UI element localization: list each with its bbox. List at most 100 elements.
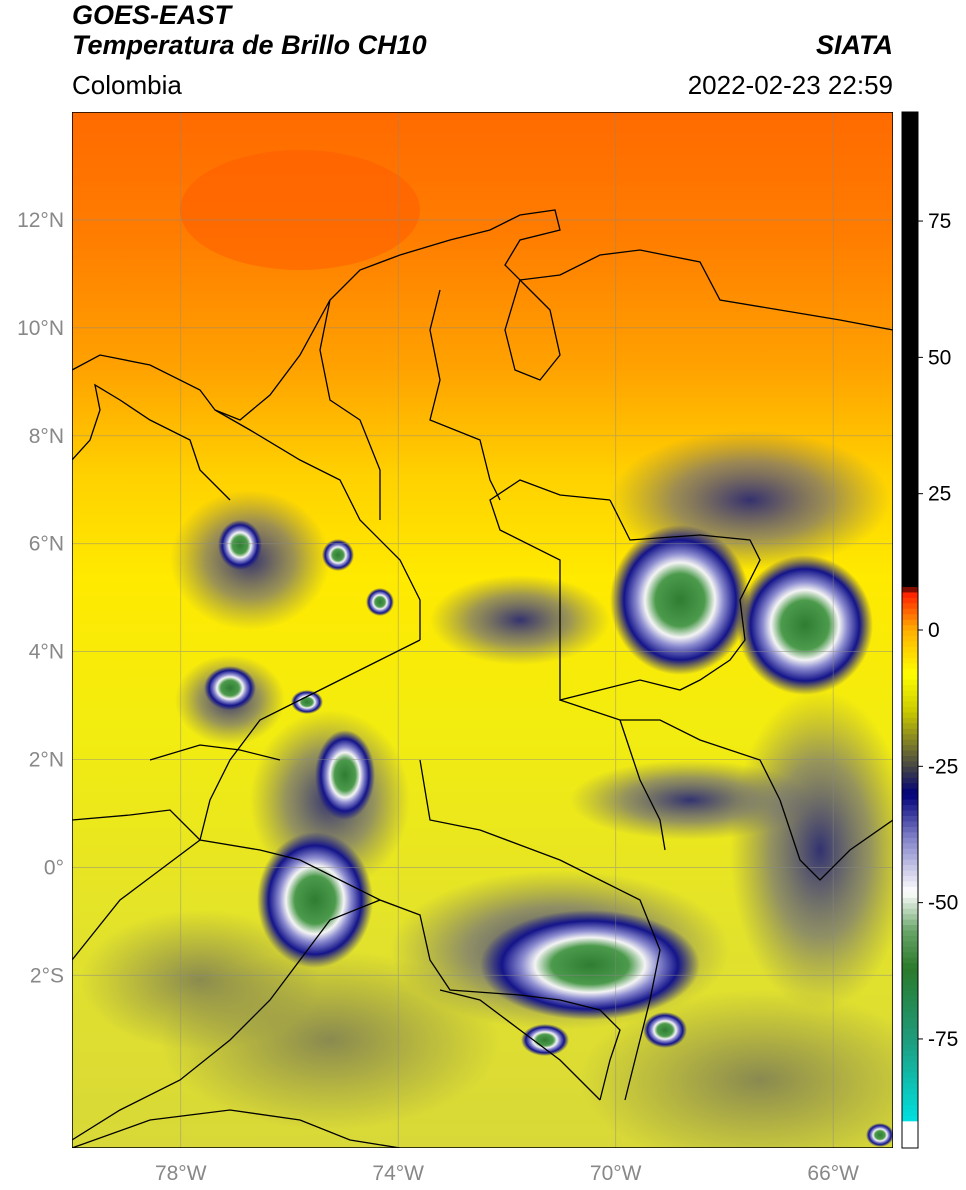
colorbar-band: [902, 520, 918, 527]
colorbar-band: [902, 766, 918, 773]
lat-tick-label: 2°N: [29, 749, 64, 772]
colorbar-band: [902, 804, 918, 811]
lat-tick-label: 4°N: [29, 641, 64, 664]
colorbar-band: [902, 1137, 918, 1144]
colorbar-band: [902, 477, 918, 484]
borders: [72, 209, 893, 1148]
organization-label: SIATA: [816, 30, 893, 60]
colorbar-band: [902, 662, 918, 669]
colorbar-band: [902, 929, 918, 936]
colorbar-band: [902, 1082, 918, 1089]
colorbar-band: [902, 700, 918, 707]
colorbar-band: [902, 968, 918, 975]
colorbar-band: [902, 1131, 918, 1138]
colorbar-band: [902, 1077, 918, 1084]
colorbar-band: [902, 1049, 918, 1056]
colorbar-band: [902, 531, 918, 538]
colorbar-band: [902, 619, 918, 626]
colorbar-band: [902, 711, 918, 718]
colorbar-band: [902, 984, 918, 991]
colorbar-band: [902, 1104, 918, 1111]
colorbar-band: [902, 809, 918, 816]
colorbar-band: [902, 875, 918, 882]
colorbar-band: [902, 450, 918, 457]
colorbar-band: [902, 515, 918, 522]
colorbar-band: [902, 171, 918, 179]
colorbar-band: [902, 221, 918, 228]
colorbar-band: [902, 139, 918, 146]
colorbar-band: [902, 880, 918, 887]
colorbar-band: [902, 657, 918, 664]
colorbar-band: [902, 291, 918, 298]
longitude-labels: 78°W 74°W 70°W 66°W: [155, 1162, 859, 1185]
colorbar-band: [902, 133, 918, 140]
lat-tick-label: 8°N: [29, 425, 64, 448]
lon-tick-label: 66°W: [807, 1162, 859, 1185]
colorbar-band: [902, 728, 918, 735]
colorbar-band: [902, 177, 918, 184]
colorbar-band: [902, 591, 918, 598]
colorbar-band: [902, 973, 918, 980]
product-title: Temperatura de Brillo CH10: [72, 30, 427, 60]
colorbar-band: [902, 978, 918, 986]
colorbar-bands: [902, 112, 918, 1149]
colorbar-band: [902, 259, 918, 266]
colorbar-band: [902, 951, 918, 958]
colorbar-band: [902, 918, 918, 926]
colorbar-band: [902, 782, 918, 789]
colorbar-band: [902, 695, 918, 702]
colorbar-band: [902, 586, 918, 593]
colorbar-band: [902, 820, 918, 827]
colorbar-band: [902, 559, 918, 566]
colorbar-band: [902, 493, 918, 500]
lon-tick-label: 78°W: [155, 1162, 207, 1185]
colorbar-band: [902, 330, 918, 337]
colorbar-band: [902, 281, 918, 288]
colorbar-band: [902, 248, 918, 255]
colorbar-band: [902, 117, 918, 124]
colorbar-band: [902, 640, 918, 647]
colorbar-band: [902, 302, 918, 309]
colorbar-band: [902, 286, 918, 293]
colorbar-band: [902, 580, 918, 587]
colorbar-band: [902, 204, 918, 211]
colorbar-band: [902, 848, 918, 855]
colorbar-band: [902, 635, 918, 642]
colorbar-band: [902, 395, 918, 402]
colorbar-band: [902, 793, 918, 800]
colorbar-band: [902, 826, 918, 833]
colorbar-band: [902, 482, 918, 489]
colorbar-band: [902, 460, 918, 468]
colorbar: 75 50 25 0 -25 -50 -75: [901, 111, 958, 1149]
colorbar-band: [902, 1055, 918, 1062]
colorbar-band: [902, 466, 918, 473]
colorbar-band: [902, 989, 918, 996]
colorbar-band: [902, 1093, 918, 1100]
colorbar-band: [902, 275, 918, 282]
colorbar-band: [902, 602, 918, 609]
colorbar-band: [902, 760, 918, 767]
colorbar-band: [902, 537, 918, 544]
colorbar-band: [902, 946, 918, 953]
colorbar-band: [902, 1038, 918, 1045]
colorbar-tick-label: 0: [928, 619, 940, 642]
colorbar-band: [902, 613, 918, 620]
colorbar-band: [902, 902, 918, 909]
datetime-label: 2022-02-23 22:59: [687, 70, 893, 100]
colorbar-tick-label: 25: [928, 483, 951, 506]
colorbar-band: [902, 1115, 918, 1122]
colorbar-band: [902, 837, 918, 844]
colorbar-band: [902, 646, 918, 653]
colorbar-band: [902, 1088, 918, 1095]
colorbar-band: [902, 897, 918, 904]
colorbar-band: [902, 313, 918, 320]
colorbar-band: [902, 297, 918, 304]
colorbar-band: [902, 679, 918, 686]
colorbar-band: [902, 744, 918, 751]
colorbar-band: [902, 422, 918, 429]
colorbar-band: [902, 739, 918, 746]
colorbar-band: [902, 995, 918, 1002]
colorbar-band: [902, 308, 918, 315]
colorbar-band: [902, 777, 918, 784]
gridlines: [72, 112, 893, 1148]
